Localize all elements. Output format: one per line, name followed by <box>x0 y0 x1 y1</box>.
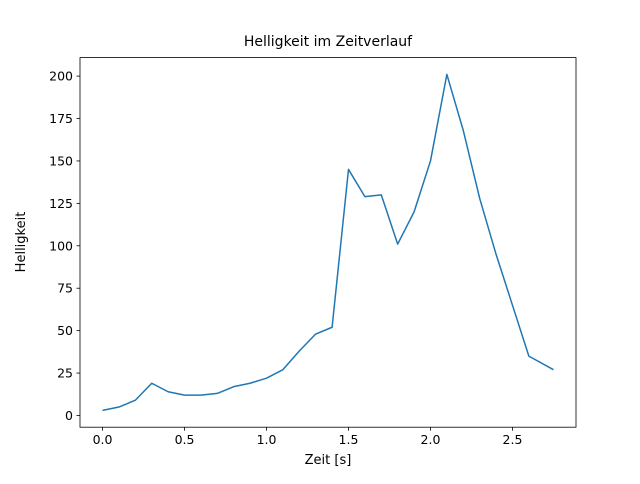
chart-title: Helligkeit im Zeitverlauf <box>244 34 413 50</box>
axes-frame <box>79 57 577 428</box>
x-axis-label: Zeit [s] <box>305 453 352 468</box>
plot-area: 0.0 0.5 1.0 1.5 2.0 2.5 0 25 50 75 100 125 150 175 200 <box>49 57 577 447</box>
x-tick-label: 1.5 <box>339 432 359 447</box>
y-tick-label: 150 <box>49 153 73 168</box>
x-tick-label: 2.0 <box>421 432 441 447</box>
x-tick-label: 2.5 <box>503 432 523 447</box>
y-tick-label: 25 <box>57 366 73 381</box>
y-tick-label: 0 <box>65 408 73 423</box>
x-tick-label: 0.5 <box>175 432 195 447</box>
y-axis-label: Helligkeit <box>14 212 29 273</box>
y-tick-label: 100 <box>49 238 73 253</box>
y-tick-label: 175 <box>49 111 73 126</box>
y-tick-label: 125 <box>49 196 73 211</box>
x-tick-label: 0.0 <box>93 432 113 447</box>
y-tick-label: 50 <box>57 323 73 338</box>
x-tick-label: 1.0 <box>257 432 277 447</box>
data-line <box>102 73 554 412</box>
y-tick-label: 200 <box>49 69 73 84</box>
y-tick-label: 75 <box>57 281 73 296</box>
